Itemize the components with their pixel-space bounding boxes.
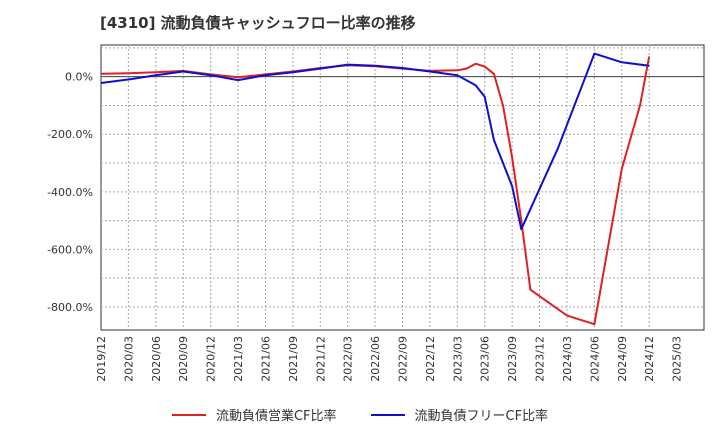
y-tick-label: -800.0% <box>47 301 93 314</box>
x-tick-label: 2023/03 <box>451 336 464 382</box>
x-tick-label: 2020/03 <box>122 336 135 382</box>
x-tick-label: 2020/06 <box>150 336 163 382</box>
legend-item-operating-cf: 流動負債営業CF比率 <box>171 405 337 424</box>
x-tick-label: 2021/09 <box>287 336 300 382</box>
y-tick-label: -200.0% <box>47 128 93 141</box>
x-tick-label: 2022/09 <box>397 336 410 382</box>
legend-swatch-free-cf <box>370 413 405 416</box>
plot-area <box>100 44 705 331</box>
series-line-1 <box>100 56 651 326</box>
x-tick-label: 2024/09 <box>616 336 629 382</box>
x-tick-label: 2024/12 <box>643 336 656 382</box>
x-tick-label: 2024/06 <box>588 336 601 382</box>
x-tick-label: 2021/03 <box>232 336 245 382</box>
x-tick-label: 2022/06 <box>369 336 382 382</box>
x-tick-label: 2021/06 <box>259 336 272 382</box>
chart-title: [4310] 流動負債キャッシュフロー比率の推移 <box>100 14 416 32</box>
x-tick-label: 2025/03 <box>671 336 684 382</box>
x-tick-label: 2023/12 <box>534 336 547 382</box>
legend: 流動負債営業CF比率 流動負債フリーCF比率 <box>0 405 720 424</box>
y-tick-label: -400.0% <box>47 186 93 199</box>
legend-label-free-cf: 流動負債フリーCF比率 <box>414 409 549 424</box>
legend-label-operating-cf: 流動負債営業CF比率 <box>215 409 337 424</box>
x-tick-label: 2024/03 <box>561 336 574 382</box>
x-tick-label: 2020/09 <box>177 336 190 382</box>
legend-item-free-cf: 流動負債フリーCF比率 <box>370 405 549 424</box>
x-tick-label: 2019/12 <box>95 336 108 382</box>
x-tick-label: 2020/12 <box>205 336 218 382</box>
x-tick-label: 2023/09 <box>506 336 519 382</box>
legend-swatch-operating-cf <box>171 413 206 416</box>
series-line-2 <box>100 52 650 231</box>
x-tick-label: 2022/12 <box>424 336 437 382</box>
x-tick-label: 2022/03 <box>342 336 355 382</box>
y-tick-label: -600.0% <box>47 243 93 256</box>
y-tick-label: 0.0% <box>65 71 93 84</box>
x-tick-label: 2023/06 <box>479 336 492 382</box>
x-tick-label: 2021/12 <box>314 336 327 382</box>
